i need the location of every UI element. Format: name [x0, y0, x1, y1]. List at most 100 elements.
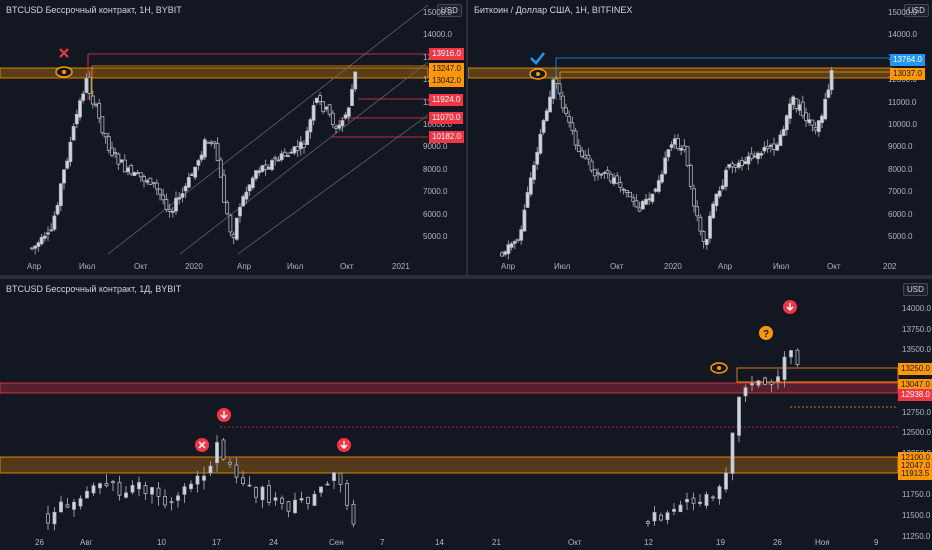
candle-body: [289, 151, 294, 154]
candle-body: [177, 197, 182, 200]
candle-body: [244, 191, 249, 200]
candle-body: [564, 107, 568, 114]
candle-body: [580, 150, 584, 157]
candle-body: [182, 486, 187, 495]
candle-body: [711, 496, 715, 499]
candle-body: [720, 185, 725, 190]
candle-body: [816, 120, 821, 132]
candle-body: [740, 160, 744, 167]
candle-body: [298, 141, 303, 150]
candle-body: [325, 483, 330, 486]
currency-button[interactable]: USD: [903, 283, 928, 296]
candle-body: [154, 182, 159, 190]
candle-body: [52, 215, 57, 230]
candle-body: [737, 396, 741, 436]
time-axis-label: Июл: [79, 262, 96, 271]
currency-button[interactable]: USD: [437, 4, 462, 17]
time-axis-label: Апр: [718, 262, 733, 271]
svg-text:?: ?: [763, 329, 769, 340]
price-axis-label: 14000.0: [423, 30, 452, 40]
candle-body: [202, 475, 206, 481]
candle-body: [557, 83, 562, 94]
price-axis-label: 15000.0: [423, 8, 452, 17]
eye-icon: [710, 362, 728, 374]
candle-body: [55, 204, 60, 215]
time-axis-label: 17: [212, 538, 221, 547]
candle-body: [33, 245, 38, 249]
candle-body: [829, 70, 834, 91]
candle-body: [36, 242, 41, 247]
chart-panel-bottom[interactable]: BTCUSD Бессрочный контракт, 1Д, BYBIT US…: [0, 279, 932, 550]
candle-body: [353, 71, 358, 90]
candle-body: [124, 492, 128, 498]
price-chart[interactable]: [468, 0, 932, 275]
candle-body: [206, 141, 210, 144]
cross-icon: [59, 48, 69, 58]
candle-body: [299, 498, 304, 501]
time-axis-label: Авг: [80, 538, 93, 547]
candle-body: [769, 381, 774, 385]
candle-body: [337, 124, 342, 129]
candle-body: [91, 485, 96, 494]
candle-body: [560, 95, 565, 109]
candle-body: [132, 172, 137, 176]
candle-body: [746, 156, 751, 165]
candle-body: [759, 153, 764, 156]
candle-body: [42, 235, 47, 239]
candle-body: [193, 166, 198, 178]
question-icon: ?: [759, 326, 773, 340]
price-chart[interactable]: ?: [0, 279, 932, 550]
time-axis-label: 19: [716, 538, 725, 547]
candle-body: [820, 115, 824, 123]
candle-body: [350, 89, 354, 106]
trend-line: [179, 61, 429, 255]
candle-body: [250, 177, 255, 189]
chart-panel-top-left[interactable]: BTCUSD Бессрочный контракт, 1Н, BYBIT US…: [0, 0, 466, 275]
candle-body: [199, 154, 204, 160]
price-tag: 13916.0: [429, 48, 464, 60]
price-tag: 10182.0: [429, 131, 464, 143]
candle-body: [247, 184, 252, 192]
candle-body: [592, 168, 597, 177]
candle-body: [234, 464, 239, 478]
candle-body: [46, 232, 50, 235]
candle-body: [541, 120, 546, 133]
candle-body: [62, 169, 66, 184]
candle-body: [126, 167, 130, 173]
candle-body: [717, 190, 722, 197]
candle-body: [273, 157, 278, 160]
candle-body: [573, 130, 578, 146]
candle-body: [113, 152, 118, 154]
price-axis-label: 5000.0: [888, 232, 913, 241]
candle-body: [263, 164, 268, 170]
candle-body: [305, 130, 310, 146]
price-axis-label: 15000.0: [888, 8, 917, 17]
price-axis-label: 5000.0: [423, 232, 448, 241]
candle-body: [306, 496, 310, 504]
candle-body: [94, 103, 98, 106]
pane-divider[interactable]: [466, 0, 468, 275]
candle-body: [106, 136, 111, 151]
candle-body: [512, 241, 517, 244]
candle-body: [215, 143, 220, 161]
candle-body: [345, 483, 349, 506]
candle-body: [196, 160, 201, 166]
candle-body: [308, 119, 313, 133]
candle-body: [692, 188, 696, 207]
candle-body: [714, 193, 719, 207]
price-axis-label: 13750.0: [902, 324, 931, 334]
price-axis-label: 11500.0: [902, 511, 931, 520]
chart-panel-top-right[interactable]: Биткоин / Доллар США, 1Н, BITFINEX USD 1…: [468, 0, 932, 275]
price-chart[interactable]: [0, 0, 466, 275]
candle-body: [795, 349, 800, 365]
currency-button[interactable]: USD: [904, 4, 929, 17]
candle-body: [775, 144, 780, 151]
candle-body: [343, 114, 348, 119]
candle-body: [65, 504, 70, 508]
pane-divider[interactable]: [0, 275, 932, 279]
time-axis-label: Окт: [340, 262, 354, 271]
candle-body: [228, 214, 233, 233]
time-axis-label: Окт: [568, 538, 582, 547]
range-box: [736, 367, 899, 383]
candle-body: [156, 487, 161, 497]
